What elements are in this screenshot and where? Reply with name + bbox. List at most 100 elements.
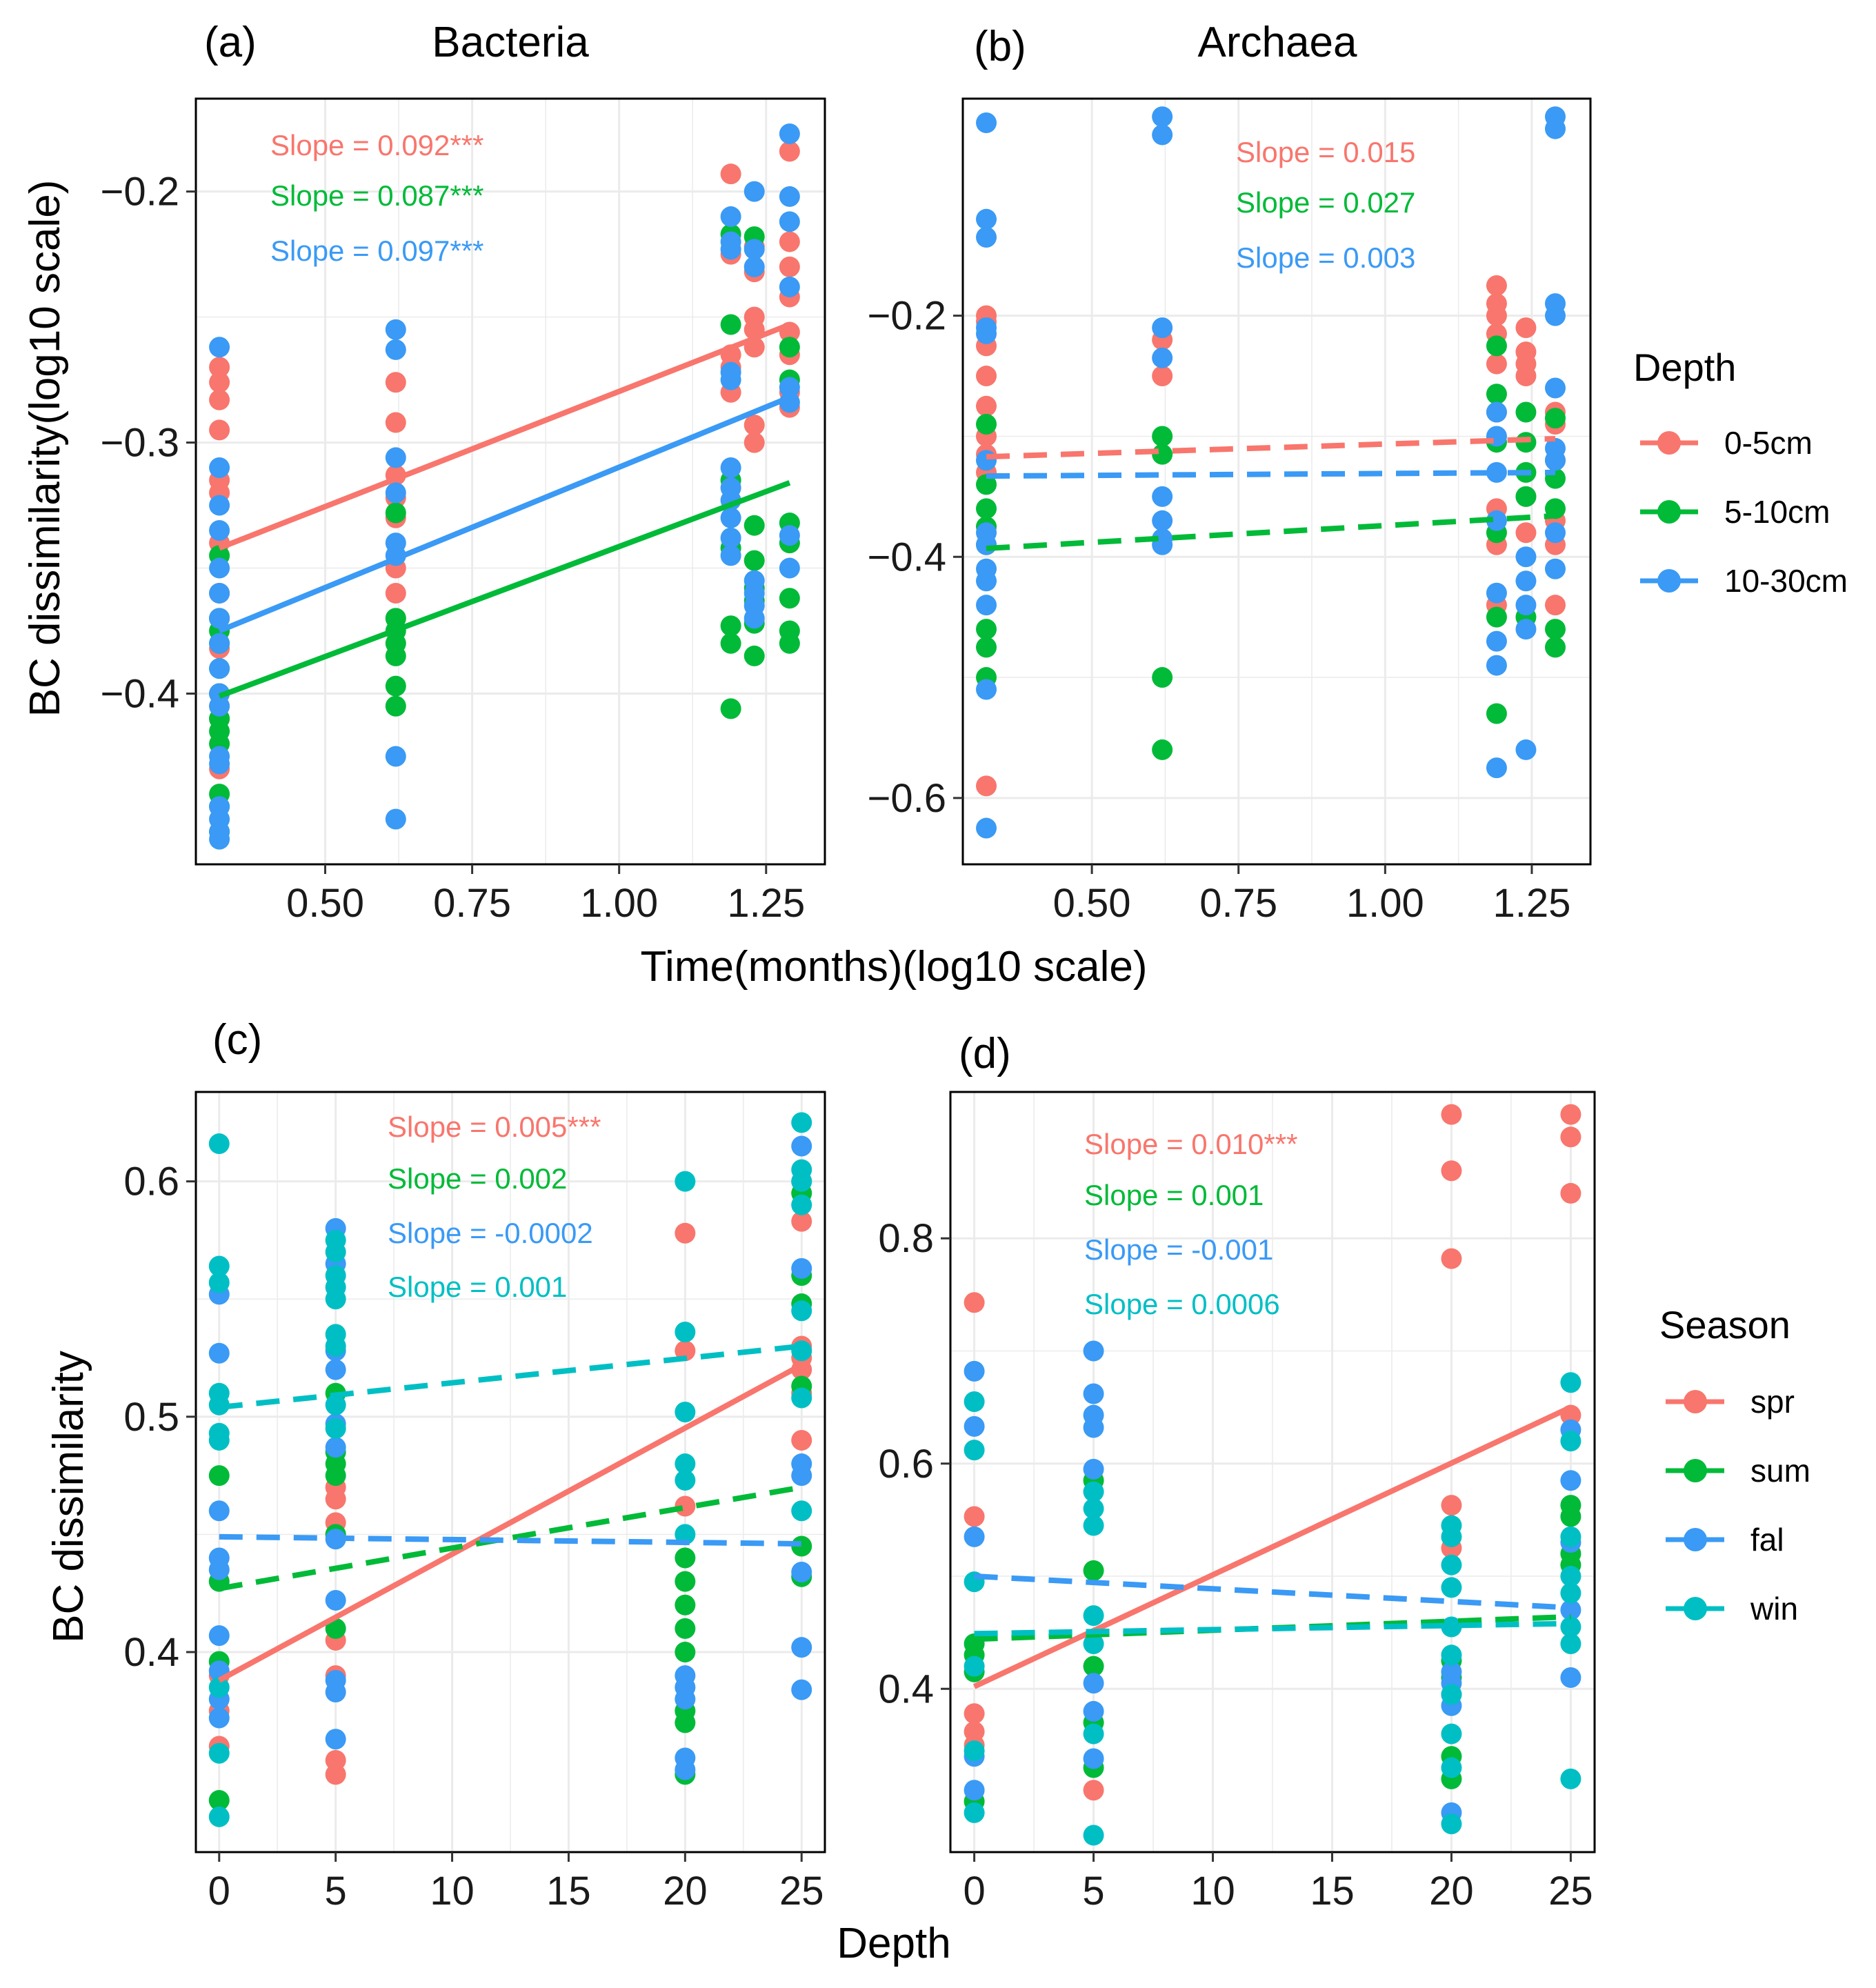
legend-depth-title: Depth bbox=[1633, 346, 1736, 389]
panel-a-slope-2: Slope = 0.087*** bbox=[270, 179, 483, 212]
data-point-10-30cm bbox=[1544, 118, 1566, 139]
x-tick-label: 0 bbox=[963, 1869, 985, 1914]
data-point-win bbox=[325, 1418, 346, 1439]
y-axis-title-top: BC dissimilarity(log10 scale) bbox=[21, 180, 69, 717]
x-tick-label: 20 bbox=[663, 1869, 708, 1914]
data-point-sum bbox=[675, 1547, 696, 1569]
data-point-5-10cm bbox=[744, 550, 765, 571]
panel-b-slope-3: Slope = 0.003 bbox=[1236, 241, 1415, 274]
data-point-10-30cm bbox=[976, 450, 997, 471]
data-point-fal bbox=[1083, 1340, 1104, 1362]
data-point-fal bbox=[325, 1437, 346, 1458]
data-point-10-30cm bbox=[779, 377, 800, 398]
x-tick-label: 20 bbox=[1429, 1869, 1474, 1914]
data-point-win bbox=[675, 1453, 696, 1475]
fit-line-0-5cm bbox=[218, 321, 791, 551]
x-axis-title-top: Time(months)(log10 scale) bbox=[640, 943, 1147, 991]
data-point-10-30cm bbox=[209, 495, 230, 516]
data-point-10-30cm bbox=[1515, 739, 1537, 760]
data-point-fal bbox=[208, 1342, 230, 1364]
data-point-10-30cm bbox=[744, 256, 765, 277]
data-point-5-10cm bbox=[1515, 486, 1537, 507]
y-axis-title-bottom: BC dissimilarity bbox=[45, 1351, 92, 1643]
legend-season-swatch-dot bbox=[1684, 1390, 1707, 1413]
data-point-5-10cm bbox=[1486, 606, 1507, 628]
data-point-10-30cm bbox=[209, 337, 230, 358]
legend-depth-swatch-dot bbox=[1657, 569, 1681, 593]
data-point-10-30cm bbox=[1544, 558, 1566, 579]
legend-season-item-1: sum bbox=[1666, 1453, 1810, 1489]
data-point-fal bbox=[325, 1589, 346, 1611]
data-point-5-10cm bbox=[1515, 401, 1537, 423]
panel-c-label: (c) bbox=[212, 1016, 262, 1064]
data-point-spr bbox=[1560, 1126, 1581, 1148]
legend-depth: Depth 0-5cm 5-10cm 10-30cm bbox=[1633, 346, 1848, 599]
x-tick-label: 0 bbox=[208, 1869, 230, 1914]
data-point-spr bbox=[964, 1292, 985, 1313]
panel-b-slopes: Slope = 0.015 Slope = 0.027 Slope = 0.00… bbox=[1236, 136, 1415, 274]
data-point-0-5cm bbox=[1486, 305, 1507, 326]
panel-b-label: (b) bbox=[974, 23, 1026, 70]
data-point-win bbox=[1560, 1566, 1581, 1587]
data-point-10-30cm bbox=[209, 828, 230, 850]
data-point-win bbox=[1083, 1498, 1104, 1520]
data-point-fal bbox=[791, 1135, 812, 1157]
data-point-0-5cm bbox=[209, 419, 230, 441]
data-point-win bbox=[791, 1500, 812, 1522]
data-point-5-10cm bbox=[744, 515, 765, 536]
panel-c-slope-4: Slope = 0.001 bbox=[388, 1271, 567, 1303]
data-point-0-5cm bbox=[1152, 366, 1173, 387]
y-tick-label: −0.2 bbox=[101, 170, 180, 215]
data-point-10-30cm bbox=[744, 608, 765, 629]
legend-season-swatch-dot bbox=[1684, 1597, 1707, 1620]
data-point-sum bbox=[325, 1618, 346, 1639]
panel-a-plot: 0.50 0.75 1.00 1.25 −0.4 −0.3 −0.2 bbox=[101, 97, 826, 926]
panel-d-slope-3: Slope = -0.001 bbox=[1084, 1233, 1273, 1266]
data-point-5-10cm bbox=[976, 498, 997, 519]
data-point-sum bbox=[1560, 1506, 1581, 1527]
legend-season-label: win bbox=[1750, 1591, 1798, 1627]
legend-season-swatch-dot bbox=[1684, 1528, 1707, 1551]
fit-line-fal bbox=[974, 1573, 1571, 1611]
panel-a-slope-1: Slope = 0.092*** bbox=[270, 129, 483, 161]
fit-line-spr bbox=[972, 1404, 1573, 1689]
data-point-10-30cm bbox=[720, 527, 741, 548]
data-point-0-5cm bbox=[1515, 317, 1537, 339]
panel-d-slope-2: Slope = 0.001 bbox=[1084, 1179, 1264, 1211]
data-point-win bbox=[964, 1440, 985, 1461]
x-tick-label: 1.00 bbox=[580, 881, 658, 926]
data-point-win bbox=[1083, 1825, 1104, 1846]
data-point-10-30cm bbox=[1486, 461, 1507, 483]
data-point-win bbox=[325, 1242, 346, 1262]
data-point-win bbox=[1083, 1515, 1104, 1536]
data-point-10-30cm bbox=[779, 211, 800, 232]
data-point-10-30cm bbox=[744, 181, 765, 202]
y-tick-label: 0.6 bbox=[878, 1442, 934, 1487]
data-point-5-10cm bbox=[385, 645, 406, 666]
legend-season: Season spr sum fal win bbox=[1659, 1303, 1810, 1627]
data-point-win bbox=[791, 1340, 812, 1362]
data-point-sum bbox=[675, 1642, 696, 1662]
data-point-10-30cm bbox=[976, 112, 997, 133]
data-point-win bbox=[325, 1335, 346, 1357]
data-point-5-10cm bbox=[1544, 637, 1566, 658]
x-tick-label: 1.25 bbox=[727, 881, 805, 926]
x-tick-label: 25 bbox=[779, 1869, 824, 1914]
data-point-0-5cm bbox=[1515, 522, 1537, 544]
data-point-win bbox=[964, 1656, 985, 1677]
data-point-0-5cm bbox=[779, 256, 800, 277]
data-point-spr bbox=[325, 1749, 346, 1771]
data-point-spr bbox=[1441, 1160, 1462, 1182]
data-point-win bbox=[1083, 1633, 1104, 1654]
legend-depth-item-0: 0-5cm bbox=[1640, 425, 1813, 461]
data-point-win bbox=[791, 1194, 812, 1215]
data-point-10-30cm bbox=[209, 582, 230, 604]
legend-season-label: spr bbox=[1750, 1384, 1795, 1420]
legend-season-item-2: fal bbox=[1666, 1522, 1784, 1558]
data-point-5-10cm bbox=[779, 337, 800, 358]
data-point-10-30cm bbox=[976, 208, 997, 230]
legend-season-label: sum bbox=[1750, 1453, 1810, 1489]
panel-d-slope-1: Slope = 0.010*** bbox=[1084, 1128, 1297, 1160]
data-point-spr bbox=[1441, 1104, 1462, 1125]
